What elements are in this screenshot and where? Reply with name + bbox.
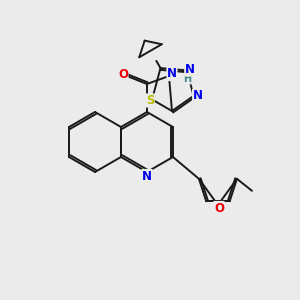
Text: O: O <box>214 202 224 214</box>
Text: H: H <box>183 74 191 84</box>
Text: N: N <box>167 68 177 80</box>
Text: N: N <box>142 169 152 182</box>
Text: N: N <box>185 63 195 76</box>
Text: O: O <box>118 68 128 82</box>
Text: S: S <box>146 94 154 107</box>
Text: N: N <box>193 89 202 102</box>
